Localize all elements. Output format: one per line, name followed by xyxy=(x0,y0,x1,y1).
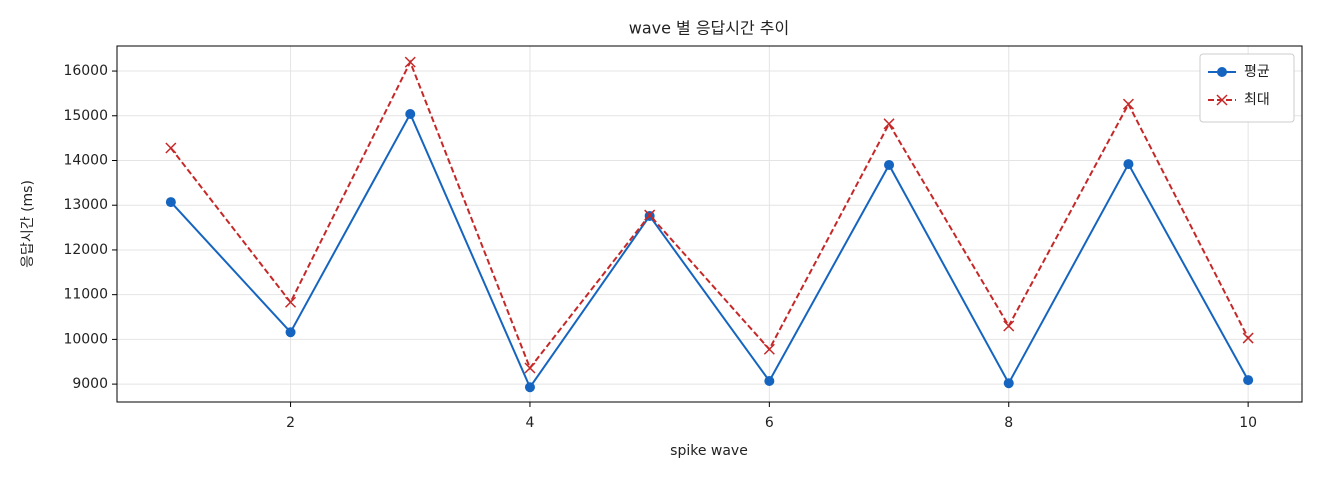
y-tick-label: 13000 xyxy=(63,197,108,213)
legend-label: 최대 xyxy=(1244,92,1270,108)
y-tick-label: 11000 xyxy=(63,287,108,303)
x-tick-label: 8 xyxy=(1004,415,1013,431)
data-point xyxy=(763,343,775,355)
plot-frame xyxy=(116,45,1303,403)
x-axis-label: spike wave xyxy=(670,443,748,459)
y-tick-label: 10000 xyxy=(63,331,108,347)
data-point xyxy=(644,209,656,221)
data-point xyxy=(165,197,176,208)
x-tick-label: 2 xyxy=(286,415,295,431)
y-axis-label: 응답시간 (ms) xyxy=(20,180,36,268)
series-line xyxy=(170,59,1250,371)
data-point xyxy=(1243,375,1254,386)
data-point xyxy=(883,118,895,130)
data-point xyxy=(1123,159,1134,170)
data-point xyxy=(404,56,416,68)
x-tick-label: 10 xyxy=(1239,415,1257,431)
data-point xyxy=(524,362,536,374)
data-point xyxy=(884,159,895,170)
y-tick-label: 15000 xyxy=(63,108,108,124)
legend-marker xyxy=(1217,67,1227,77)
legend-marker xyxy=(1216,94,1228,106)
y-tick-label: 12000 xyxy=(63,242,108,258)
data-point xyxy=(165,142,177,154)
data-point xyxy=(524,382,535,393)
chart-title: wave 별 응답시간 추이 xyxy=(629,19,790,38)
x-tick-label: 4 xyxy=(525,415,534,431)
data-point xyxy=(1122,98,1134,110)
data-point xyxy=(285,296,297,308)
x-tick-label: 6 xyxy=(765,415,774,431)
legend-label: 평균 xyxy=(1244,64,1270,80)
data-point xyxy=(764,375,775,386)
y-tick-label: 16000 xyxy=(63,63,108,79)
y-tick-label: 14000 xyxy=(63,152,108,168)
series-line xyxy=(170,111,1250,390)
data-point xyxy=(1003,378,1014,389)
data-point xyxy=(1242,332,1254,344)
data-point xyxy=(1003,320,1015,332)
data-point xyxy=(405,108,416,119)
data-point xyxy=(285,327,296,338)
y-tick-label: 9000 xyxy=(72,376,108,392)
